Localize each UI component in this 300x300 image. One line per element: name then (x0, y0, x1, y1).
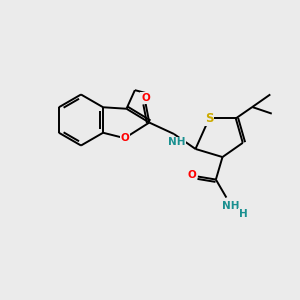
Text: O: O (141, 93, 150, 103)
Text: S: S (205, 112, 213, 125)
Text: O: O (121, 134, 130, 143)
Text: NH: NH (168, 137, 186, 147)
Text: O: O (188, 170, 196, 180)
Text: H: H (238, 209, 247, 219)
Text: NH: NH (222, 201, 240, 211)
